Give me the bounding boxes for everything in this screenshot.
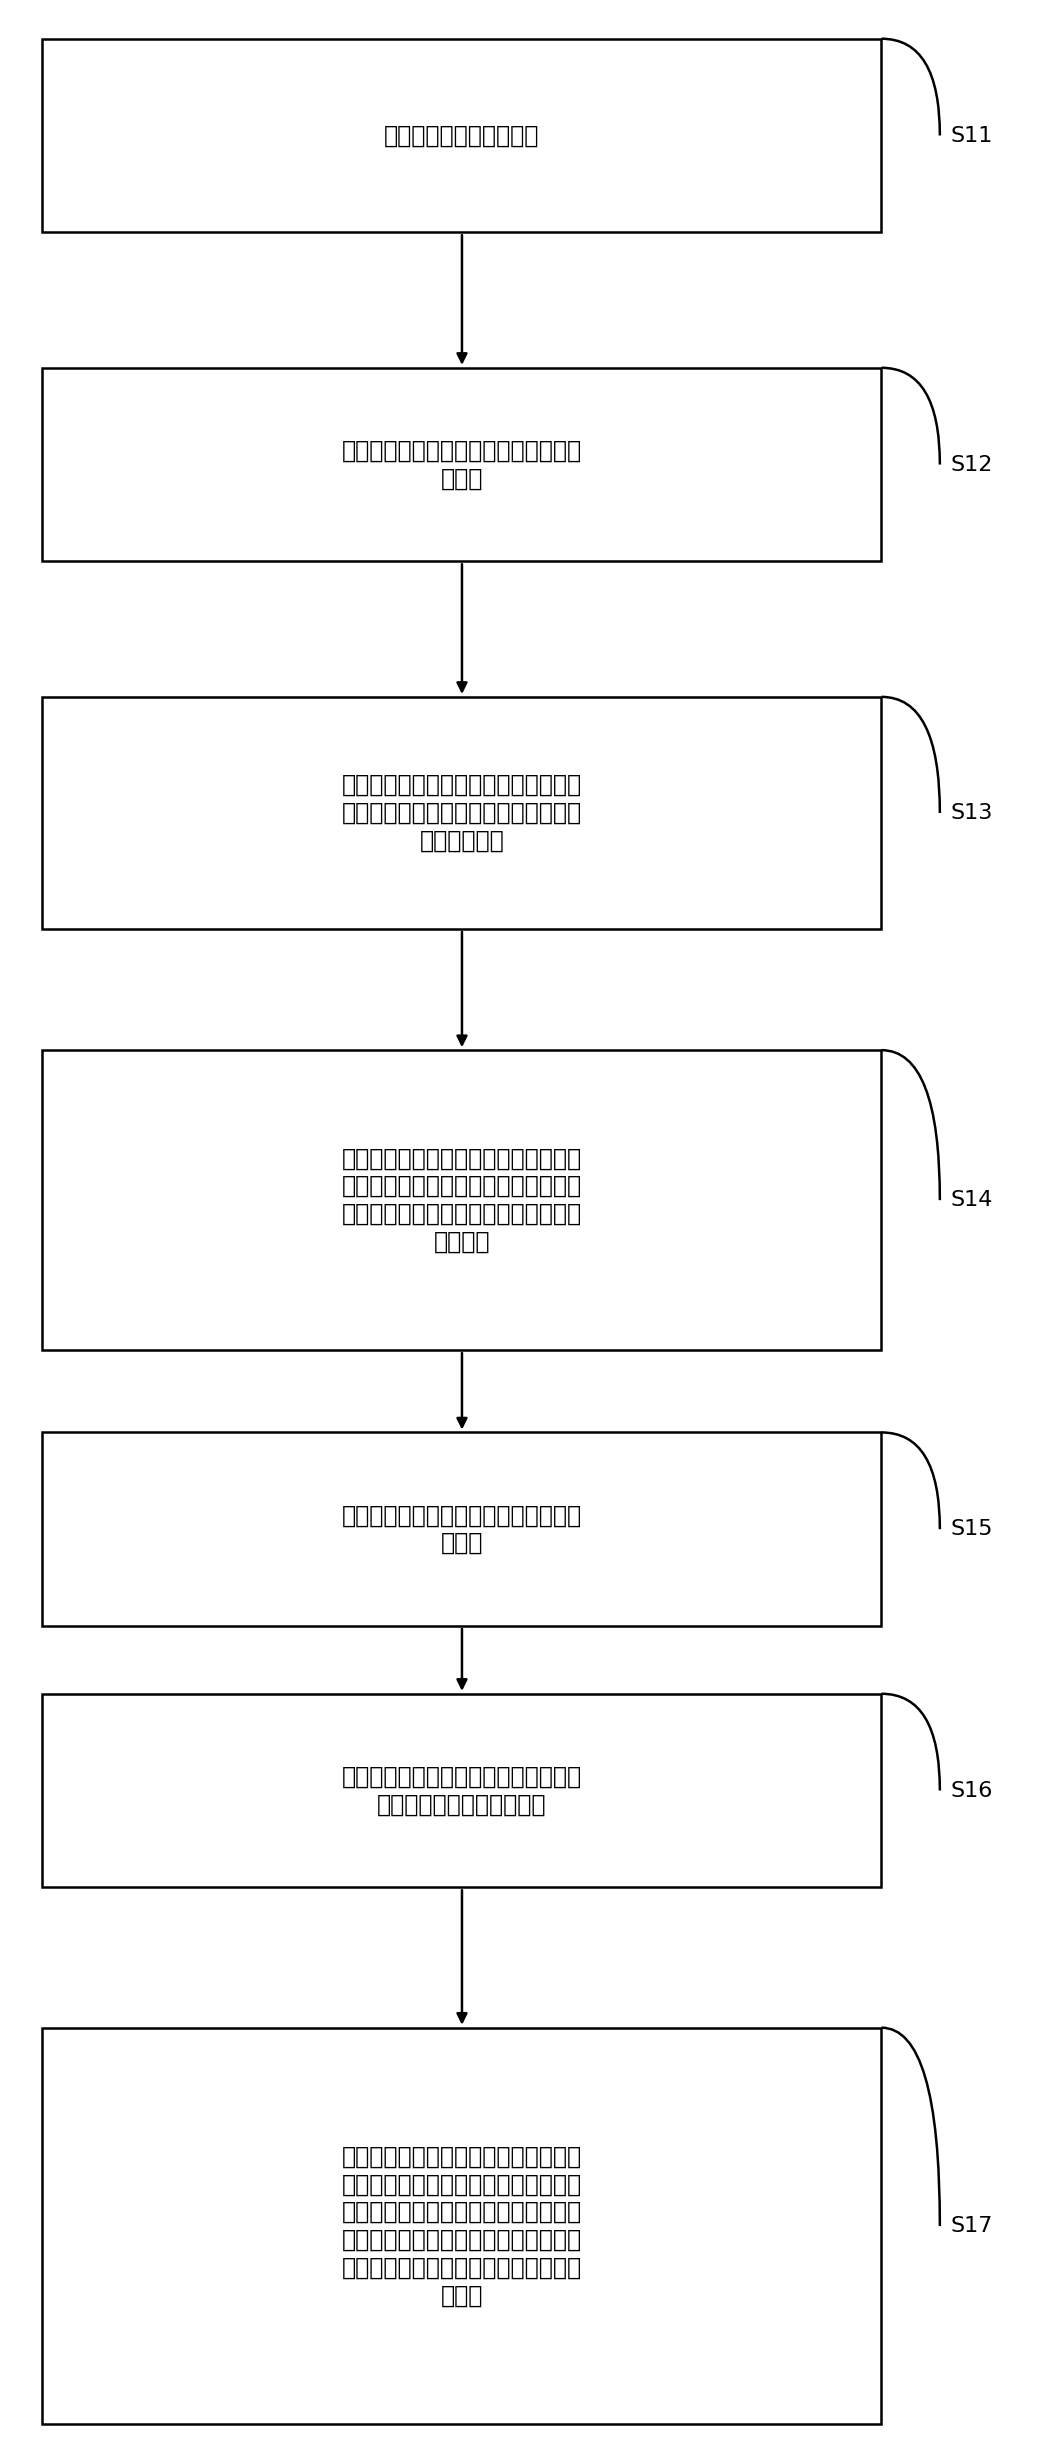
FancyBboxPatch shape — [42, 1432, 881, 1627]
Text: 将进行修正后的预调整双载波和载波聚
合的模型进行保存，建立记录库；将所
述记录库中的修正后的预调整双载波和
载波聚合的模型，采用优化算法进行计
算，获取双载波和: 将进行修正后的预调整双载波和载波聚 合的模型进行保存，建立记录库；将所 述记录库… — [342, 2144, 582, 2307]
Text: S17: S17 — [950, 2217, 993, 2237]
Text: S14: S14 — [950, 1190, 993, 1210]
Text: 对修正后的预调整双载波和载波聚合的
自适应调整的模型进行调整: 对修正后的预调整双载波和载波聚合的 自适应调整的模型进行调整 — [342, 1766, 582, 1817]
FancyBboxPatch shape — [42, 39, 881, 232]
Text: S15: S15 — [950, 1519, 993, 1539]
Text: 将所述实时业务指标与历史业务指标进
行匹配: 将所述实时业务指标与历史业务指标进 行匹配 — [342, 1502, 582, 1556]
Text: 若匹配结果满足预设条件，则按照预设
算法，对业务进行预测，获取业务指标
值的预测结果: 若匹配结果满足预设条件，则按照预设 算法，对业务进行预测，获取业务指标 值的预测… — [342, 773, 582, 854]
Text: 将所述实时业务指标与历史业务指标进
行匹配: 将所述实时业务指标与历史业务指标进 行匹配 — [342, 439, 582, 490]
Text: 根据所述预测结果，按照待扩容的小区
类别，当小区达到与其类别对应的门限
时，输出对应的预调整双载波和载波聚
合的模型: 根据所述预测结果，按照待扩容的小区 类别，当小区达到与其类别对应的门限 时，输出… — [342, 1146, 582, 1254]
FancyBboxPatch shape — [42, 1051, 881, 1351]
Text: S11: S11 — [950, 124, 993, 146]
Text: 采集小区的实时业务指标: 采集小区的实时业务指标 — [384, 124, 539, 146]
Text: S13: S13 — [950, 802, 993, 822]
FancyBboxPatch shape — [42, 1693, 881, 1888]
Text: S16: S16 — [950, 1780, 993, 1800]
FancyBboxPatch shape — [42, 2027, 881, 2424]
FancyBboxPatch shape — [42, 698, 881, 929]
FancyBboxPatch shape — [42, 368, 881, 561]
Text: S12: S12 — [950, 454, 993, 476]
